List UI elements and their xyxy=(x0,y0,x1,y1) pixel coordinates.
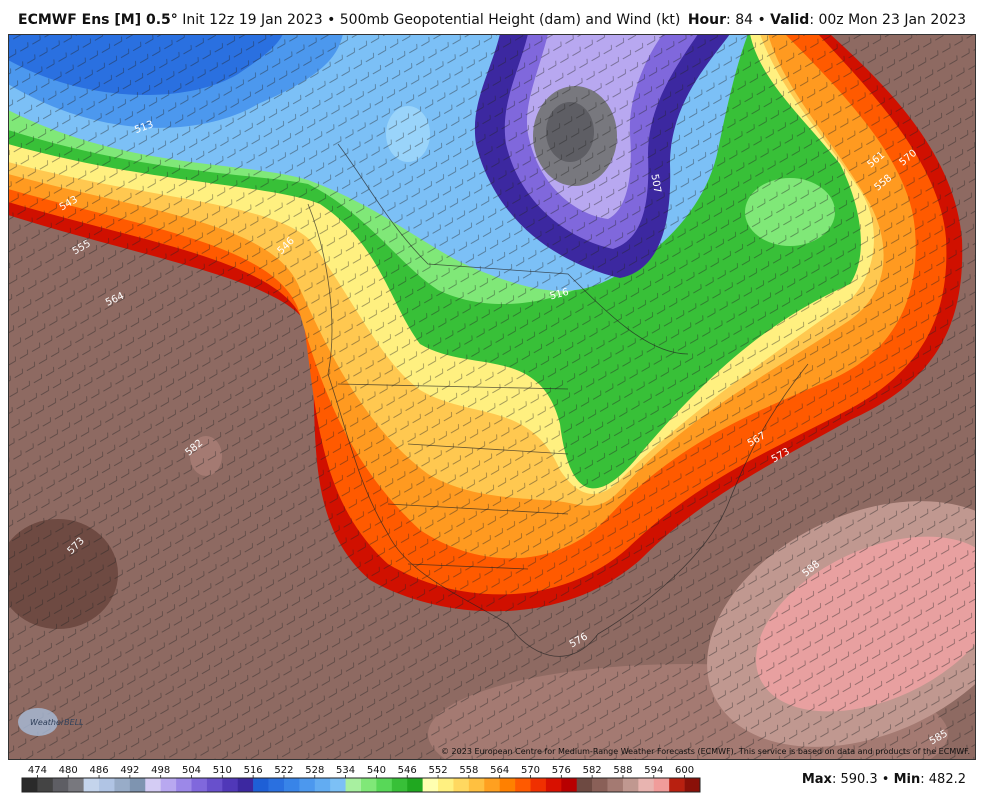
colorbar-swatch xyxy=(283,778,300,792)
colorbar-swatch xyxy=(361,778,377,792)
colorbar-swatch xyxy=(222,778,239,792)
colorbar-tick-label: 486 xyxy=(89,765,108,776)
contour-label: 516 xyxy=(549,287,570,303)
valid-value: : 00z Mon 23 Jan 2023 xyxy=(809,12,966,28)
colorbar-swatch xyxy=(176,778,192,792)
colorbar-swatch xyxy=(253,778,269,792)
colorbar-swatch xyxy=(407,778,423,792)
colorbar: 474 480 486 492 498 504 510 516 522 528 534 540 546 5… xyxy=(21,765,701,793)
colorbar-tick-label: 564 xyxy=(490,765,509,776)
colorbar-swatch xyxy=(545,778,562,792)
colorbar-frame xyxy=(21,777,701,793)
colorbar-swatch xyxy=(345,778,362,792)
hour-label: Hour xyxy=(687,12,727,28)
colorbar-swatch xyxy=(330,778,346,792)
colorbar-swatch xyxy=(99,778,115,792)
hour-value: : 84 • xyxy=(726,12,771,28)
colorbar-swatch xyxy=(468,778,485,792)
colorbar-tick-label: 540 xyxy=(367,765,386,776)
colorbar-swatch xyxy=(83,778,100,792)
valid-label: Valid xyxy=(770,12,810,28)
colorbar-swatch xyxy=(160,778,177,792)
colorbar-swatch xyxy=(484,778,500,792)
contour-label: 507 xyxy=(648,173,662,194)
min-label: Min xyxy=(893,772,921,787)
colorbar-tick-label: 600 xyxy=(675,765,694,776)
max-value: : 590.3 • xyxy=(831,772,894,787)
colorbar-tick-label: 474 xyxy=(28,765,47,776)
colorbar-swatch xyxy=(206,778,223,792)
colorbar-tick-label: 492 xyxy=(120,765,139,776)
stats: Max: 590.3 • Min: 482.2 xyxy=(802,772,966,787)
colorbar-swatch xyxy=(622,778,639,792)
colorbar-swatch xyxy=(376,778,393,792)
colorbar-tick-label: 588 xyxy=(613,765,632,776)
colorbar-swatch xyxy=(669,778,685,792)
header-left: ECMWF Ens [M] 0.5° Init 12z 19 Jan 2023 … xyxy=(18,12,680,28)
colorbar-swatch xyxy=(684,778,701,792)
max-label: Max xyxy=(801,772,832,787)
colorbar-tick-label: 534 xyxy=(336,765,355,776)
colorbar-swatch xyxy=(22,778,38,792)
colorbar-swatch xyxy=(68,778,84,792)
colorbar-swatch xyxy=(638,778,655,792)
colorbar-tick-label: 558 xyxy=(459,765,478,776)
min-value: : 482.2 xyxy=(920,772,966,787)
colorbar-tick-label: 582 xyxy=(583,765,602,776)
colorbar-tick-label: 516 xyxy=(244,765,263,776)
colorbar-tick-label: 552 xyxy=(428,765,447,776)
colorbar-tick-label: 480 xyxy=(59,765,78,776)
colorbar-tick-label: 546 xyxy=(398,765,417,776)
colorbar-tick-label: 576 xyxy=(552,765,571,776)
colorbar-swatch xyxy=(391,778,408,792)
colorbar-swatch xyxy=(114,778,131,792)
colorbar-swatch xyxy=(237,778,254,792)
colorbar-tick-label: 570 xyxy=(521,765,540,776)
colorbar-swatch xyxy=(653,778,670,792)
logo: WeatherBELL xyxy=(30,718,84,727)
colorbar-swatch xyxy=(299,778,316,792)
colorbar-swatch xyxy=(37,778,54,792)
colorbar-swatch xyxy=(145,778,161,792)
colorbar-swatch xyxy=(438,778,454,792)
colorbar-tick-label: 510 xyxy=(213,765,232,776)
colorbar-swatch xyxy=(314,778,331,792)
colorbar-tick-label: 528 xyxy=(305,765,324,776)
colorbar-swatch xyxy=(453,778,470,792)
colorbar-tick-label: 504 xyxy=(182,765,201,776)
colorbar-swatch xyxy=(422,778,439,792)
model-name: ECMWF Ens [M] 0.5° xyxy=(18,12,178,28)
colorbar-swatch xyxy=(592,778,608,792)
header-right: Hour: 84 • Valid: 00z Mon 23 Jan 2023 xyxy=(688,12,966,28)
colorbar-swatch xyxy=(530,778,547,792)
colorbar-swatch xyxy=(129,778,146,792)
colorbar-swatch xyxy=(52,778,69,792)
height-field xyxy=(8,34,976,760)
colorbar-swatch xyxy=(607,778,624,792)
colorbar-swatch xyxy=(499,778,516,792)
colorbar-tick-label: 594 xyxy=(644,765,663,776)
colorbar-swatch xyxy=(561,778,578,792)
description: Init 12z 19 Jan 2023 • 500mb Geopotentia… xyxy=(182,12,681,28)
map: © 2023 European Centre for Medium-Range … xyxy=(8,34,976,760)
colorbar-swatch xyxy=(191,778,208,792)
copyright: © 2023 European Centre for Medium-Range … xyxy=(441,747,970,756)
colorbar-swatch xyxy=(268,778,285,792)
colorbar-tick-label: 498 xyxy=(151,765,170,776)
colorbar-tick-label: 522 xyxy=(274,765,293,776)
colorbar-swatch xyxy=(515,778,531,792)
borders xyxy=(307,143,809,657)
colorbar-swatch xyxy=(576,778,593,792)
